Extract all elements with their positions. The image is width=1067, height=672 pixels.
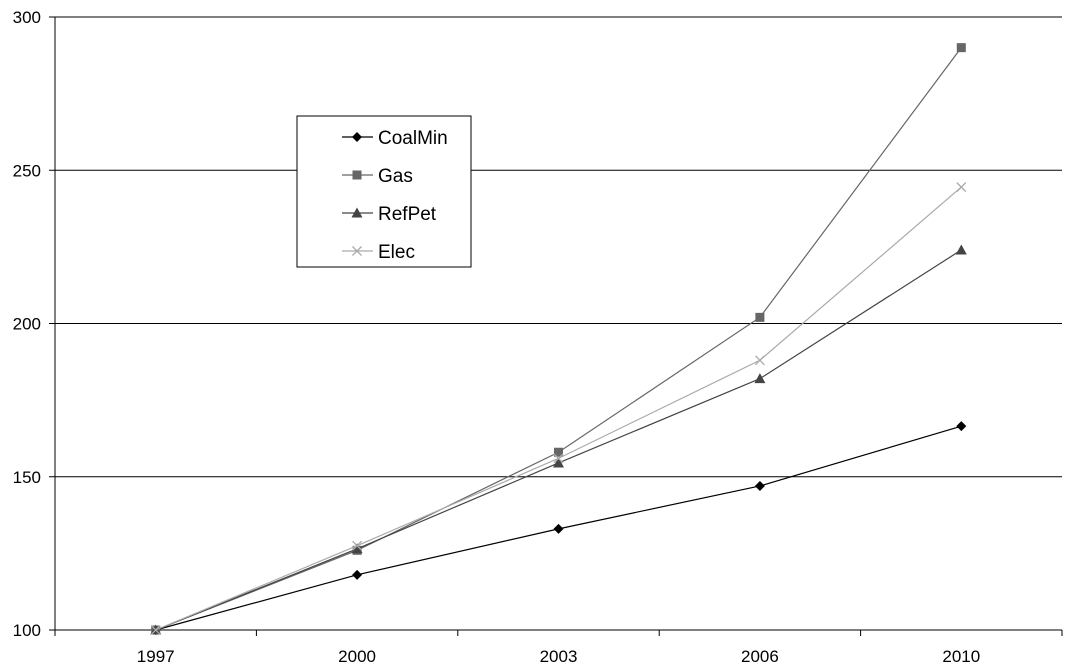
legend-marker-elec-stroke-b bbox=[352, 246, 362, 256]
x-tick-label-2006: 2006 bbox=[741, 647, 779, 666]
y-tick-label-100: 100 bbox=[13, 621, 41, 640]
point-refpet-2006 bbox=[754, 373, 766, 384]
legend-marker-gas bbox=[352, 170, 362, 180]
series-line-elec bbox=[155, 186, 962, 631]
point-gas-2006 bbox=[755, 312, 765, 322]
legend-label-elec: Elec bbox=[378, 242, 415, 263]
point-refpet-2010 bbox=[955, 244, 967, 255]
x-tick-label-2010: 2010 bbox=[942, 647, 980, 666]
point-elec-2003 bbox=[553, 453, 564, 464]
legend-label-refpet: RefPet bbox=[378, 204, 437, 225]
x-tick-label-2003: 2003 bbox=[540, 647, 578, 666]
point-refpet-2003 bbox=[553, 457, 564, 468]
legend-marker-coalmin bbox=[352, 132, 362, 142]
series-group bbox=[150, 43, 967, 635]
legend-label-gas: Gas bbox=[378, 166, 413, 187]
y-tick-label-150: 150 bbox=[13, 468, 41, 487]
legend-label-coalmin: CoalMin bbox=[378, 128, 448, 149]
legend: CoalMin Gas RefPet Elec bbox=[296, 115, 472, 268]
series-line-gas bbox=[155, 47, 962, 631]
gridlines bbox=[55, 16, 1062, 478]
point-elec-2010 bbox=[956, 182, 967, 193]
point-elec-2000 bbox=[352, 540, 363, 551]
point-refpet-2000 bbox=[351, 543, 363, 554]
point-elec-2006-stroke-b bbox=[754, 355, 765, 366]
x-tick-label-2000: 2000 bbox=[338, 647, 376, 666]
point-coalmin-2006 bbox=[754, 480, 765, 491]
point-elec-1997-stroke-b bbox=[150, 625, 161, 635]
legend-marker-refpet bbox=[351, 207, 363, 218]
y-tick-label-200: 200 bbox=[13, 315, 41, 334]
series-line-refpet bbox=[155, 249, 962, 631]
axes bbox=[49, 16, 1063, 636]
legend-marker-elec bbox=[352, 246, 362, 256]
point-coalmin-2010 bbox=[956, 421, 967, 432]
y-tick-label-300: 300 bbox=[13, 8, 41, 27]
point-coalmin-2000 bbox=[352, 569, 363, 580]
tick-labels: 100 150 200 250 300 1997 2000 2003 2006 2010 bbox=[13, 8, 981, 666]
point-elec-2010-stroke-b bbox=[956, 182, 967, 193]
point-elec-2006 bbox=[754, 355, 765, 366]
point-coalmin-2003 bbox=[553, 523, 564, 534]
point-gas-2003 bbox=[554, 447, 563, 457]
point-elec-2003-stroke-b bbox=[553, 453, 564, 464]
point-elec-1997 bbox=[150, 625, 161, 635]
legend-box bbox=[296, 115, 472, 268]
y-tick-label-250: 250 bbox=[13, 161, 41, 180]
point-elec-2000-stroke-b bbox=[352, 540, 363, 551]
x-tick-label-1997: 1997 bbox=[137, 647, 175, 666]
point-gas-2010 bbox=[956, 43, 966, 53]
